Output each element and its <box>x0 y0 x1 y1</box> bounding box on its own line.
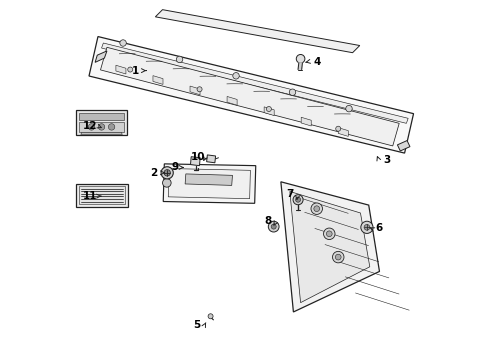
Polygon shape <box>76 110 127 135</box>
Circle shape <box>293 195 303 205</box>
Polygon shape <box>163 164 256 203</box>
Text: 3: 3 <box>383 155 390 165</box>
Polygon shape <box>79 186 125 204</box>
Circle shape <box>108 124 115 130</box>
Circle shape <box>233 73 239 79</box>
Polygon shape <box>168 168 250 199</box>
Polygon shape <box>81 132 122 134</box>
Polygon shape <box>190 86 200 95</box>
Circle shape <box>164 170 171 176</box>
Polygon shape <box>102 53 397 131</box>
Circle shape <box>323 228 335 239</box>
Circle shape <box>336 126 341 131</box>
Polygon shape <box>191 157 200 166</box>
Circle shape <box>267 107 271 112</box>
Text: 9: 9 <box>172 162 179 172</box>
Circle shape <box>346 105 352 112</box>
Polygon shape <box>227 96 237 105</box>
Polygon shape <box>89 37 414 153</box>
Polygon shape <box>153 76 163 84</box>
Polygon shape <box>100 47 399 146</box>
Circle shape <box>361 221 373 233</box>
Circle shape <box>128 67 133 72</box>
Text: 1: 1 <box>132 66 139 76</box>
Polygon shape <box>155 10 360 53</box>
Polygon shape <box>76 184 128 207</box>
Polygon shape <box>281 182 379 312</box>
Circle shape <box>88 124 95 130</box>
Polygon shape <box>79 122 124 132</box>
Circle shape <box>314 206 319 212</box>
Circle shape <box>208 314 213 319</box>
Circle shape <box>295 197 300 202</box>
Circle shape <box>269 221 279 232</box>
Text: 2: 2 <box>150 168 157 178</box>
Text: 5: 5 <box>193 320 200 330</box>
Circle shape <box>120 40 126 46</box>
Text: 6: 6 <box>376 224 383 233</box>
Polygon shape <box>116 65 126 74</box>
Circle shape <box>333 251 344 263</box>
Polygon shape <box>79 113 124 120</box>
Polygon shape <box>95 51 107 62</box>
Polygon shape <box>290 192 370 303</box>
Text: 4: 4 <box>313 57 320 67</box>
Polygon shape <box>298 63 302 69</box>
Text: 12: 12 <box>83 121 98 131</box>
Circle shape <box>289 89 296 95</box>
Circle shape <box>197 87 202 92</box>
Circle shape <box>163 179 171 187</box>
Circle shape <box>176 56 183 63</box>
Circle shape <box>296 54 305 63</box>
Circle shape <box>98 124 105 130</box>
Polygon shape <box>397 140 410 151</box>
Polygon shape <box>264 107 274 116</box>
Polygon shape <box>101 43 408 123</box>
Circle shape <box>271 224 276 229</box>
Circle shape <box>311 203 322 215</box>
Text: 8: 8 <box>265 216 272 226</box>
Polygon shape <box>207 155 216 163</box>
Polygon shape <box>185 174 232 185</box>
Circle shape <box>364 225 370 230</box>
Polygon shape <box>338 128 348 136</box>
Text: 11: 11 <box>83 191 98 201</box>
Circle shape <box>335 254 341 260</box>
Circle shape <box>326 231 332 237</box>
Circle shape <box>161 167 173 179</box>
Text: 10: 10 <box>191 152 205 162</box>
Polygon shape <box>301 117 311 126</box>
Text: 7: 7 <box>286 189 294 199</box>
